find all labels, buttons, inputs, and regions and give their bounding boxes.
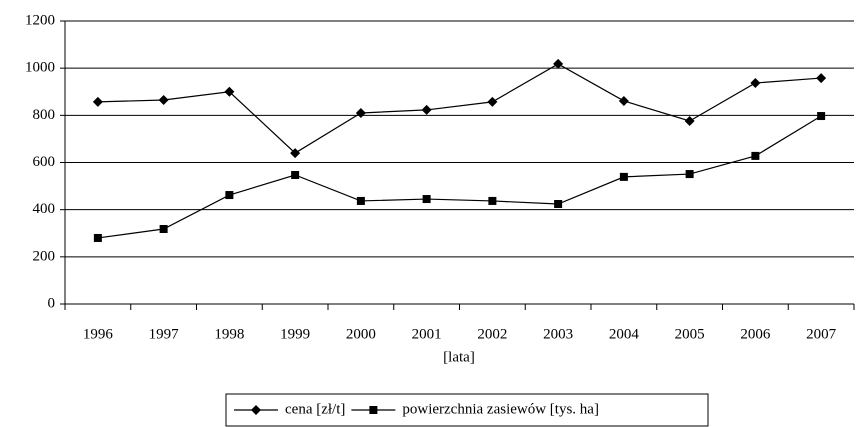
x-tick-label: 1998 (214, 326, 244, 342)
marker (619, 172, 628, 181)
legend-label: powierzchnia zasiewów [tys. ha] (402, 401, 599, 417)
marker (421, 104, 432, 115)
marker (422, 195, 431, 204)
x-tick-label: 2005 (675, 326, 705, 342)
x-axis-label: [lata] (443, 349, 475, 365)
y-tick-label: 1000 (25, 60, 55, 76)
marker (684, 115, 695, 126)
y-tick-label: 1200 (25, 12, 55, 28)
x-tick-label: 2004 (609, 326, 640, 342)
x-tick-label: 1997 (149, 326, 180, 342)
y-tick-label: 600 (33, 154, 56, 170)
marker (618, 95, 629, 106)
x-tick-label: 2007 (806, 326, 837, 342)
marker (685, 170, 694, 179)
y-tick-label: 200 (33, 248, 56, 264)
marker (92, 96, 103, 107)
marker (224, 86, 235, 97)
marker (817, 112, 826, 121)
marker (487, 96, 498, 107)
marker (751, 151, 760, 160)
marker (356, 196, 365, 205)
legend-label: cena [zł/t] (285, 401, 345, 417)
legend-marker (369, 406, 378, 414)
marker (158, 95, 169, 106)
marker (93, 233, 102, 242)
y-tick-label: 400 (33, 201, 56, 217)
y-tick-label: 800 (33, 107, 56, 123)
series-line (97, 115, 822, 239)
marker (488, 196, 497, 205)
x-tick-label: 2000 (346, 326, 376, 342)
x-tick-label: 2006 (740, 326, 771, 342)
marker (159, 225, 168, 234)
x-tick-label: 2002 (477, 326, 507, 342)
marker (553, 58, 564, 69)
legend-box (225, 393, 709, 427)
marker (291, 170, 300, 179)
x-tick-label: 1999 (280, 326, 310, 342)
legend-marker (251, 405, 261, 415)
marker (355, 107, 366, 118)
x-tick-label: 1996 (83, 326, 114, 342)
marker (554, 200, 563, 209)
x-tick-label: 2001 (412, 326, 442, 342)
marker (225, 191, 234, 200)
marker (290, 148, 301, 159)
marker (750, 78, 761, 89)
series-line (97, 63, 822, 154)
marker (816, 73, 827, 84)
y-tick-label: 0 (48, 295, 56, 311)
x-tick-label: 2003 (543, 326, 573, 342)
